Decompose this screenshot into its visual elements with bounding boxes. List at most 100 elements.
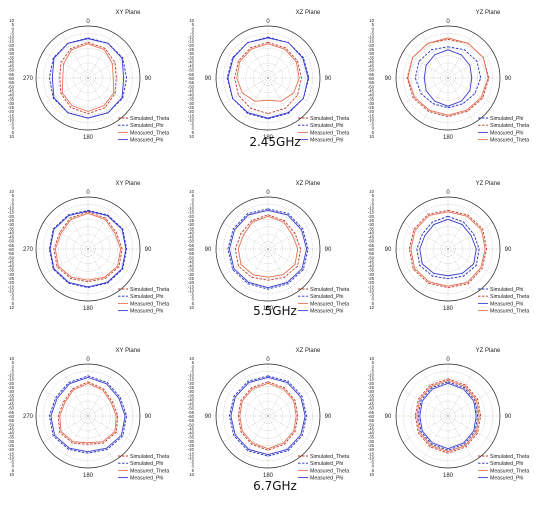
radial-tick-label: -10 [368,455,375,460]
data-point [432,442,433,444]
radial-tick-label: 0 [372,297,375,302]
data-point [267,43,269,45]
radial-tick-label: -40 [188,93,195,98]
data-point [267,455,269,457]
radial-tick-label: -35 [8,435,15,440]
data-point [424,235,426,237]
radial-tick-label: 10 [189,305,194,310]
radial-tick-label: -20 [8,214,15,219]
radial-tick-label: 0 [12,364,15,369]
data-point [306,415,308,417]
data-point [104,278,106,279]
grid-spoke [267,51,314,79]
data-point [447,107,449,109]
grid-spoke [421,77,449,124]
legend-label: Measured_Phi [310,138,343,144]
legend-label: Measured_Theta [310,468,349,474]
series-simulated-phi [48,375,128,454]
radial-tick-label: -15 [8,284,15,289]
data-point [301,435,303,437]
legend: Simulated_PhiSimulated_ThetaMeasured_Phi… [478,116,529,144]
data-point [474,93,476,94]
legend-label: Simulated_Phi [130,294,163,300]
data-point [267,118,269,120]
radial-tick-label: -40 [8,93,15,98]
data-point [417,415,419,417]
data-point [251,387,253,389]
data-point [447,381,449,383]
chart-plane-title: XY Plane [116,181,142,187]
radial-tick-label: -25 [188,385,195,390]
data-point [106,215,108,216]
data-point [69,217,71,219]
data-point [419,415,421,417]
radial-tick-label: -10 [8,206,15,211]
radial-tick-label: 10 [189,356,194,361]
data-point [433,224,435,225]
data-point [293,92,295,94]
radial-tick-label: -25 [8,218,15,223]
data-point [267,276,269,278]
data-point [407,77,409,79]
radial-tick-label: 0 [192,297,195,302]
radial-tick-label: -15 [8,113,15,118]
data-point [447,215,449,217]
data-point [482,57,484,58]
radial-tick-label: 10 [369,356,374,361]
data-point [59,415,61,417]
data-point [267,41,269,43]
radial-tick-label: 0 [192,364,195,369]
data-point [248,282,250,283]
grid-spoke [87,203,115,250]
data-point [480,415,482,417]
radial-tick-label: -55 [368,410,375,415]
data-point [285,107,286,109]
data-point [113,92,115,94]
data-point [107,42,109,44]
grid-spoke [447,415,494,443]
data-point [480,267,482,269]
data-point [121,434,122,436]
grid-spoke [267,77,314,105]
data-point [466,111,468,112]
radial-tick-label: -35 [368,268,375,273]
data-point [447,116,449,118]
data-point [481,268,483,270]
outer-ring [35,363,141,469]
legend-label: Measured_Theta [490,138,529,144]
angle-label-left: 270 [23,414,34,420]
radial-tick-label: -20 [368,280,375,285]
radial-tick-label: -10 [368,373,375,378]
data-point [300,434,302,436]
data-point [463,388,464,390]
data-point [421,263,423,265]
radial-tick-label: -55 [368,251,375,256]
radial-tick-label: -10 [368,35,375,40]
grid-spoke [421,32,449,79]
grid-spokes [396,26,500,130]
radial-tick-label: -55 [8,72,15,77]
series-measured-theta [54,212,122,281]
grid-spoke [222,51,269,79]
radial-tick-label: -10 [8,35,15,40]
angle-label-right: 90 [505,414,512,420]
data-point [430,445,432,446]
data-point [267,214,269,216]
angle-label-top: 0 [446,190,450,196]
data-point [295,415,297,417]
data-point [447,452,449,454]
radial-tick-label: 10 [369,472,374,477]
data-point [240,233,242,234]
data-point [267,376,269,378]
data-point [250,47,251,49]
radial-tick-label: -45 [188,88,195,93]
legend: Simulated_ThetaSimulated_PhiMeasured_The… [298,287,349,315]
data-point [106,449,108,450]
data-point [121,228,123,230]
data-point [302,57,304,59]
radial-tick-label: -40 [368,59,375,64]
grid-ring [223,204,313,294]
legend-label: Simulated_Theta [310,287,349,293]
data-point [87,286,89,288]
angle-label-top: 0 [86,357,90,363]
